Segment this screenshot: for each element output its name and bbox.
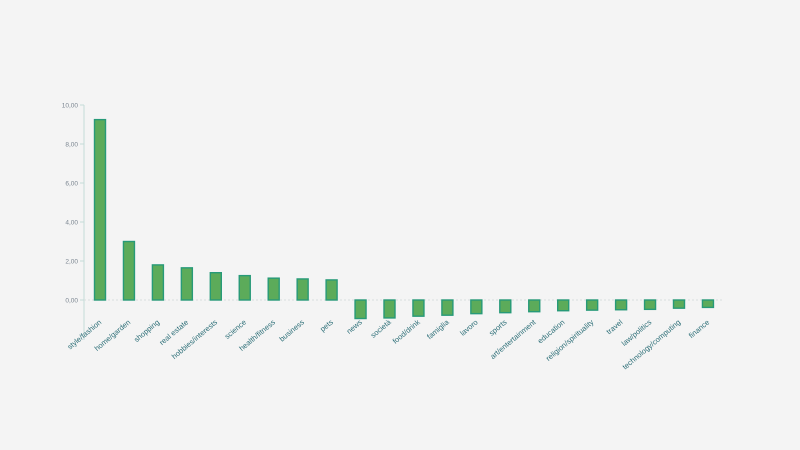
bar	[412, 299, 425, 317]
bar	[499, 299, 512, 314]
bar	[122, 240, 136, 301]
bar	[238, 274, 251, 301]
bar	[470, 299, 483, 315]
bar	[614, 299, 628, 311]
x-tick-label: travel	[605, 317, 625, 336]
bar	[93, 118, 107, 301]
y-tick-label: 6,00	[65, 181, 78, 188]
x-tick-label: famiglia	[425, 317, 451, 341]
bar	[672, 299, 686, 309]
bar	[701, 299, 715, 309]
bar	[557, 299, 570, 312]
bar	[354, 299, 367, 320]
bar	[151, 264, 165, 301]
bar	[585, 299, 599, 311]
bar	[180, 267, 194, 301]
x-tick-label: business	[277, 317, 306, 343]
x-tick-label: news	[345, 317, 364, 335]
y-tick-label: 8,00	[65, 142, 78, 149]
x-tick-label: lavoro	[458, 318, 479, 338]
bar	[325, 279, 338, 301]
x-tick-label: pets	[318, 317, 335, 333]
x-tick-label: sports	[487, 317, 509, 337]
x-tick-label: science	[223, 318, 248, 341]
y-tick-label: 4,00	[65, 220, 78, 227]
y-tick-label: 10,00	[62, 103, 79, 110]
bar	[643, 299, 657, 311]
y-tick-label: 2,00	[65, 259, 78, 266]
bar	[267, 277, 280, 301]
x-tick-label: food/drink	[391, 317, 422, 345]
bar	[441, 299, 454, 316]
bar	[528, 299, 541, 313]
bar	[209, 272, 223, 301]
x-tick-label: società	[369, 317, 394, 340]
bar	[383, 299, 396, 319]
bar	[296, 278, 309, 301]
bars	[93, 118, 715, 320]
y-tick-label: 0,00	[65, 298, 78, 305]
x-tick-label: finance	[687, 318, 711, 340]
